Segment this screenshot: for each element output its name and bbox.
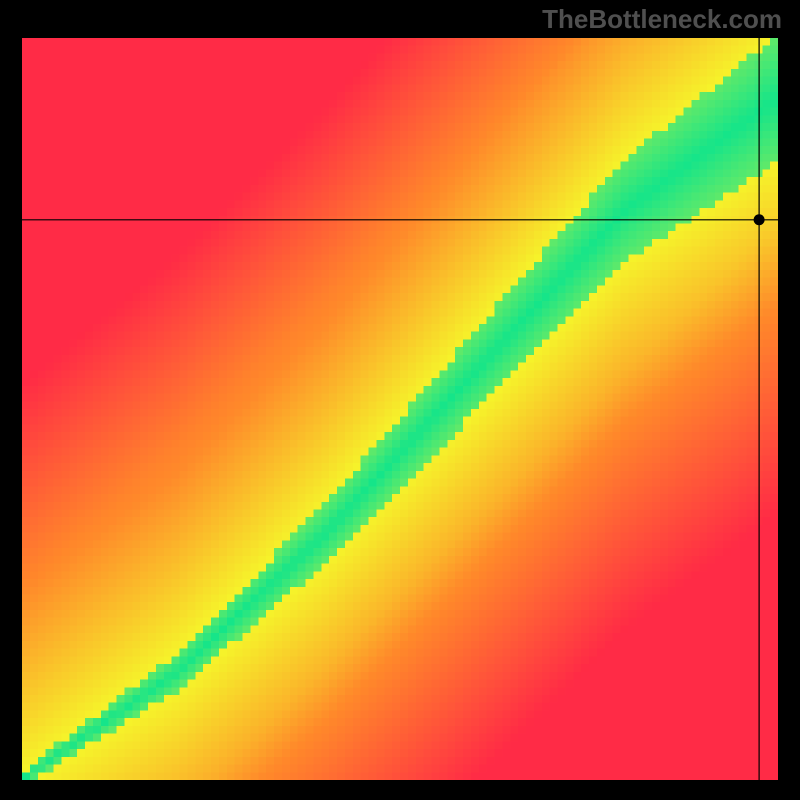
bottleneck-heatmap xyxy=(22,38,778,780)
chart-container: TheBottleneck.com xyxy=(0,0,800,800)
watermark-text: TheBottleneck.com xyxy=(542,4,782,35)
